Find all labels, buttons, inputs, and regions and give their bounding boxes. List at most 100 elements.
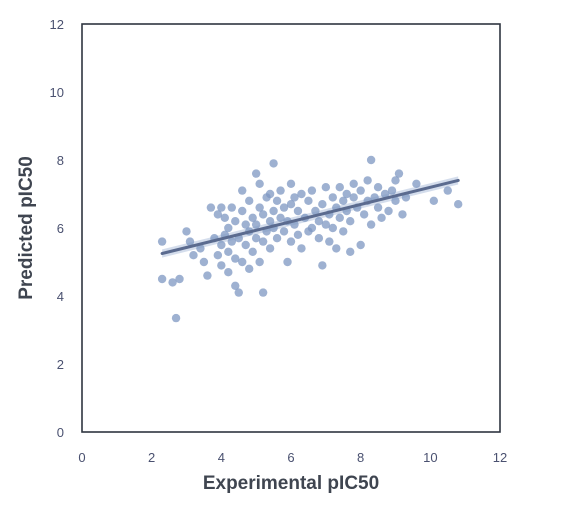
- y-tick-label: 8: [57, 153, 64, 168]
- data-point: [339, 227, 348, 236]
- x-tick-labels: 0 2 4 6 8 10 12: [78, 450, 507, 465]
- data-point: [241, 240, 250, 250]
- data-point: [297, 189, 306, 199]
- data-point: [339, 196, 348, 205]
- x-tick-label: 6: [287, 450, 294, 465]
- data-point: [272, 234, 282, 243]
- data-point: [238, 186, 247, 195]
- data-point: [217, 203, 226, 212]
- data-point: [276, 186, 285, 195]
- data-point: [321, 220, 331, 229]
- data-point: [217, 261, 226, 270]
- data-point: [265, 189, 275, 199]
- data-point: [241, 220, 250, 229]
- x-tick-label: 12: [493, 450, 507, 465]
- data-point: [265, 217, 275, 226]
- y-tick-labels: 0 2 4 6 8 10 12: [50, 17, 64, 440]
- x-tick-label: 10: [423, 450, 437, 465]
- data-point: [157, 237, 167, 246]
- data-point: [279, 203, 289, 212]
- data-point: [286, 200, 296, 209]
- data-point: [248, 213, 257, 222]
- data-point: [335, 213, 344, 222]
- data-point: [293, 206, 303, 216]
- data-point: [258, 237, 268, 246]
- data-point: [206, 203, 216, 212]
- data-point: [224, 223, 233, 233]
- data-point: [314, 234, 324, 243]
- data-point: [286, 237, 296, 246]
- data-point: [318, 261, 327, 270]
- x-axis-title: Experimental pIC50: [203, 473, 379, 494]
- x-tick-label: 4: [218, 450, 225, 465]
- data-point: [245, 196, 254, 205]
- data-point: [255, 257, 264, 267]
- data-point: [321, 183, 331, 192]
- data-point: [251, 234, 261, 243]
- data-point: [349, 179, 358, 188]
- y-tick-label: 12: [50, 17, 64, 32]
- data-point: [227, 237, 236, 246]
- data-point: [245, 264, 254, 273]
- data-point: [318, 200, 327, 209]
- data-point: [203, 271, 212, 280]
- data-point: [307, 223, 317, 233]
- data-point: [213, 251, 223, 260]
- plot-area: [82, 24, 500, 432]
- data-point: [238, 257, 247, 267]
- data-point: [328, 193, 337, 202]
- data-point: [297, 244, 306, 253]
- data-point: [269, 159, 278, 168]
- data-point: [412, 179, 421, 188]
- data-point: [314, 217, 324, 226]
- data-point: [387, 186, 397, 195]
- data-point: [394, 169, 404, 178]
- data-point: [335, 183, 344, 192]
- data-point: [346, 247, 355, 256]
- data-point: [293, 230, 303, 239]
- data-point: [373, 203, 383, 212]
- data-point: [443, 186, 452, 195]
- data-point: [199, 257, 209, 267]
- data-point: [213, 210, 223, 219]
- x-tick-label: 0: [78, 450, 85, 465]
- data-point: [398, 210, 407, 219]
- data-point: [238, 206, 247, 216]
- data-point: [363, 176, 372, 185]
- data-point: [227, 203, 236, 212]
- plot-frame: [81, 23, 501, 433]
- data-point: [258, 210, 268, 219]
- data-point: [269, 206, 278, 216]
- data-point: [359, 210, 369, 219]
- data-point: [307, 186, 317, 195]
- data-point: [185, 237, 195, 246]
- y-tick-label: 2: [57, 357, 64, 372]
- data-point: [454, 200, 463, 209]
- data-point: [290, 193, 299, 202]
- data-point: [255, 179, 264, 188]
- data-point: [234, 288, 243, 297]
- data-point: [171, 313, 181, 323]
- data-point: [182, 227, 191, 236]
- y-axis-title: Predicted pIC50: [16, 156, 37, 300]
- y-tick-label: 6: [57, 221, 64, 236]
- data-point: [248, 247, 257, 256]
- regression-line: [160, 178, 460, 255]
- data-point: [356, 240, 365, 250]
- data-point: [286, 179, 296, 188]
- data-point: [224, 268, 233, 277]
- data-point: [276, 213, 285, 222]
- x-tick-label: 8: [357, 450, 364, 465]
- data-point: [373, 183, 383, 192]
- data-point: [346, 217, 355, 226]
- data-point: [356, 186, 365, 195]
- data-point: [217, 240, 226, 250]
- data-point: [325, 237, 334, 246]
- regression-line-layer: [160, 178, 460, 255]
- y-tick-label: 0: [57, 425, 64, 440]
- y-tick-label: 10: [50, 85, 64, 100]
- data-points-layer: [157, 155, 463, 323]
- x-tick-label: 2: [148, 450, 155, 465]
- data-point: [224, 247, 233, 256]
